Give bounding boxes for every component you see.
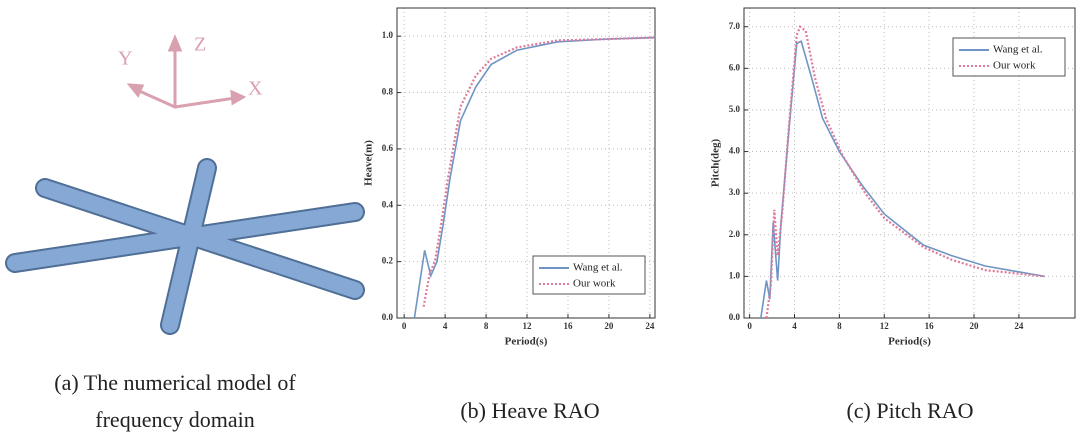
- y-tick-label: 6.0: [729, 62, 741, 72]
- y-axis-label: Heave(m): [363, 140, 375, 186]
- y-tick-label: 0.8: [382, 87, 394, 97]
- caption: (b) Heave RAO: [430, 392, 630, 429]
- caption: (a) The numerical model of frequency dom…: [30, 364, 320, 438]
- x-tick-label: 4: [792, 321, 797, 331]
- x-axis-label: Period(s): [505, 336, 548, 348]
- x-tick-label: 24: [1014, 321, 1024, 331]
- x-tick-label: 12: [880, 321, 890, 331]
- y-tick-label: 1.0: [382, 30, 394, 40]
- y-tick-label: 0.6: [382, 143, 394, 153]
- y-tick-label: 0.0: [729, 312, 741, 322]
- legend-label: Our work: [573, 278, 616, 290]
- x-tick-label: 0: [402, 321, 407, 331]
- y-tick-label: 1.0: [729, 270, 741, 280]
- model-drawing: Y Z X: [15, 34, 355, 325]
- x-tick-label: 12: [523, 321, 533, 331]
- legend-label: Wang et al.: [993, 44, 1043, 56]
- y-tick-label: 2.0: [729, 229, 741, 239]
- y-axis-label: Pitch(deg): [710, 139, 722, 188]
- x-tick-label: 0: [747, 321, 752, 331]
- y-tick-label: 7.0: [729, 21, 741, 31]
- x-tick-label: 8: [484, 321, 489, 331]
- y-tick-label: 0.0: [382, 312, 394, 322]
- y-tick-label: 0.2: [382, 256, 394, 266]
- x-tick-label: 8: [837, 321, 842, 331]
- axis-letter: Y: [118, 48, 132, 70]
- x-axis-label: Period(s): [888, 336, 931, 348]
- figure: Y Z X 0 4 8 12 16 20 24 0.0 0.2 0.4 0.6 0.8 1.0 Perio…: [0, 0, 1085, 447]
- y-tick-label: 4.0: [729, 146, 741, 156]
- caption: (c) Pitch RAO: [810, 392, 1010, 429]
- x-tick-label: 4: [443, 321, 448, 331]
- legend-label: Wang et al.: [573, 262, 623, 274]
- x-tick-label: 20: [604, 321, 614, 331]
- y-tick-label: 3.0: [729, 187, 741, 197]
- axis-letter: Z: [194, 34, 206, 56]
- x-tick-label: 20: [970, 321, 980, 331]
- series-line: [761, 41, 1045, 318]
- axis-letter: X: [248, 78, 263, 100]
- x-tick-label: 16: [925, 321, 935, 331]
- legend-label: Our work: [993, 60, 1036, 72]
- x-tick-label: 24: [645, 321, 655, 331]
- y-tick-label: 5.0: [729, 104, 741, 114]
- x-tick-label: 16: [563, 321, 573, 331]
- y-tick-label: 0.4: [382, 199, 394, 209]
